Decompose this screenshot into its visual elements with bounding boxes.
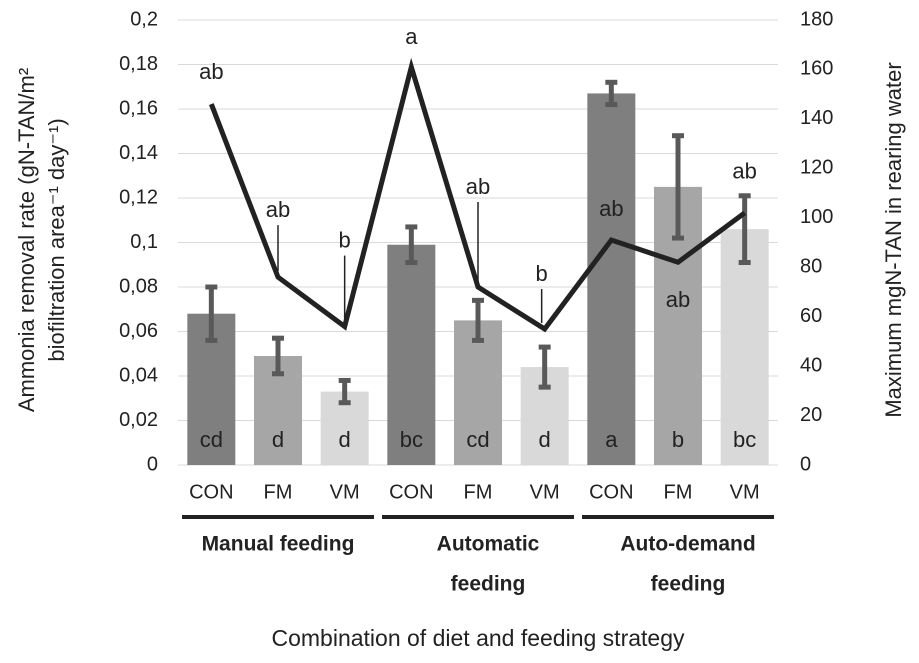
group-label: Manual feeding: [202, 533, 355, 556]
y2-tick-label: 120: [800, 157, 833, 179]
bar: [387, 244, 436, 465]
y-tick-label: 0,08: [119, 275, 158, 297]
y2-tick-label: 0: [800, 453, 811, 475]
y2-tick-label: 100: [800, 206, 833, 228]
y-tick-label: 0,12: [119, 186, 158, 208]
bar-letter: cd: [200, 427, 223, 452]
line-letter: ab: [466, 174, 490, 199]
y2-tick-label: 60: [800, 305, 822, 327]
bar-letter: a: [605, 427, 618, 452]
y-axis-title: Ammonia removal rate (gN-TAN/m²: [14, 68, 39, 412]
bar-letter: bc: [400, 427, 423, 452]
line-letter: ab: [732, 159, 756, 184]
y2-tick-label: 80: [800, 256, 822, 278]
y2-axis-title: Maximum mgN-TAN in rearing water: [881, 62, 906, 417]
x-tick-label: VM: [530, 481, 560, 503]
y-tick-label: 0,1: [130, 231, 158, 253]
line-letter: ab: [666, 287, 690, 312]
y2-tick-label: 140: [800, 107, 833, 129]
bar-letter: bc: [733, 427, 756, 452]
y-tick-label: 0,2: [130, 8, 158, 30]
bar-letter: b: [672, 427, 684, 452]
y-axis-title: biofiltration area⁻¹ day⁻¹): [44, 118, 69, 361]
y-tick-label: 0,14: [119, 142, 158, 164]
x-tick-label: FM: [264, 481, 293, 503]
x-tick-label: CON: [589, 481, 633, 503]
line-letter: b: [536, 261, 548, 286]
bar-letter: cd: [466, 427, 489, 452]
group-label: Auto-demand: [620, 533, 755, 556]
bar: [587, 93, 636, 466]
group-label: feeding: [651, 573, 726, 596]
bar: [454, 320, 502, 465]
line-letter: ab: [599, 196, 623, 221]
line-letter: ab: [199, 59, 223, 84]
y-tick-label: 0,18: [119, 53, 158, 75]
group-label: feeding: [451, 573, 526, 596]
x-tick-label: FM: [664, 481, 693, 503]
x-tick-label: VM: [730, 481, 760, 503]
x-axis-title: Combination of diet and feeding strategy: [272, 625, 685, 651]
line: [209, 57, 747, 333]
bar-letter: d: [339, 427, 351, 452]
x-tick-label: CON: [389, 481, 433, 503]
line-letter: b: [339, 227, 351, 252]
y2-tick-label: 180: [800, 8, 833, 30]
bar: [720, 229, 769, 465]
y2-tick-label: 40: [800, 354, 822, 376]
y2-tick-label: 160: [800, 58, 833, 80]
y-tick-label: 0: [147, 453, 158, 475]
line-letter: ab: [266, 197, 290, 222]
bar-letter: d: [272, 427, 284, 452]
x-tick-label: FM: [464, 481, 493, 503]
line-letter: a: [405, 24, 418, 49]
y2-tick-label: 20: [800, 404, 822, 426]
y-tick-label: 0,06: [119, 320, 158, 342]
group-label: Automatic: [437, 533, 540, 556]
y-tick-label: 0,02: [119, 409, 158, 431]
y-tick-label: 0,16: [119, 97, 158, 119]
x-tick-label: VM: [330, 481, 360, 503]
bar-letter: d: [539, 427, 551, 452]
y-tick-label: 0,04: [119, 364, 158, 386]
x-tick-label: CON: [189, 481, 233, 503]
